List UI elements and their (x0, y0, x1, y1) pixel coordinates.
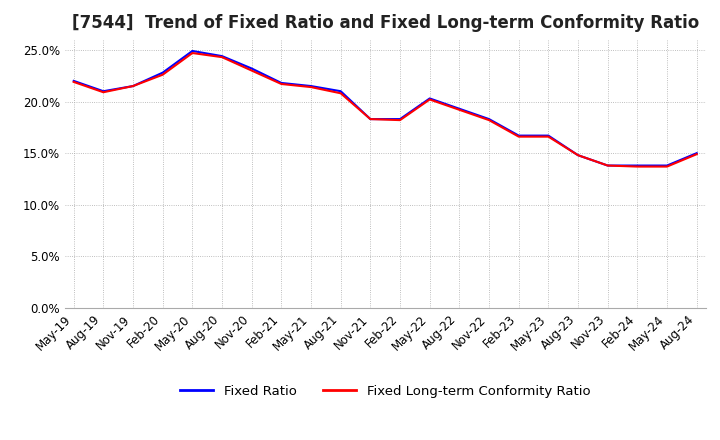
Fixed Long-term Conformity Ratio (693, 151, 701, 157)
Fixed Long-term Conformity Ratio (129, 84, 138, 89)
Fixed Ratio (662, 163, 671, 168)
Fixed Long-term Conformity Ratio (336, 91, 345, 96)
Fixed Long-term Conformity Ratio (603, 163, 612, 168)
Fixed Long-term Conformity Ratio (307, 84, 315, 90)
Fixed Ratio (603, 163, 612, 168)
Fixed Long-term Conformity Ratio (158, 72, 167, 77)
Fixed Ratio (366, 117, 374, 122)
Fixed Ratio (633, 163, 642, 168)
Line: Fixed Ratio: Fixed Ratio (73, 51, 697, 165)
Fixed Ratio (485, 117, 493, 122)
Fixed Ratio (69, 78, 78, 84)
Fixed Long-term Conformity Ratio (485, 117, 493, 123)
Fixed Ratio (574, 153, 582, 158)
Fixed Ratio (455, 106, 464, 111)
Fixed Ratio (514, 133, 523, 138)
Line: Fixed Long-term Conformity Ratio: Fixed Long-term Conformity Ratio (73, 53, 697, 167)
Legend: Fixed Ratio, Fixed Long-term Conformity Ratio: Fixed Ratio, Fixed Long-term Conformity … (175, 380, 595, 403)
Fixed Ratio (693, 150, 701, 156)
Fixed Long-term Conformity Ratio (426, 97, 434, 102)
Fixed Long-term Conformity Ratio (277, 81, 286, 87)
Fixed Ratio (188, 48, 197, 54)
Fixed Ratio (396, 117, 405, 122)
Fixed Long-term Conformity Ratio (99, 90, 108, 95)
Fixed Ratio (336, 88, 345, 94)
Fixed Long-term Conformity Ratio (217, 55, 226, 60)
Fixed Ratio (158, 70, 167, 75)
Fixed Ratio (426, 96, 434, 101)
Fixed Long-term Conformity Ratio (248, 68, 256, 73)
Title: [7544]  Trend of Fixed Ratio and Fixed Long-term Conformity Ratio: [7544] Trend of Fixed Ratio and Fixed Lo… (71, 15, 699, 33)
Fixed Ratio (217, 54, 226, 59)
Fixed Ratio (129, 84, 138, 89)
Fixed Long-term Conformity Ratio (455, 107, 464, 113)
Fixed Ratio (307, 84, 315, 89)
Fixed Long-term Conformity Ratio (662, 164, 671, 169)
Fixed Ratio (99, 88, 108, 94)
Fixed Long-term Conformity Ratio (633, 164, 642, 169)
Fixed Long-term Conformity Ratio (366, 117, 374, 122)
Fixed Long-term Conformity Ratio (514, 134, 523, 139)
Fixed Long-term Conformity Ratio (544, 134, 553, 139)
Fixed Long-term Conformity Ratio (396, 117, 405, 123)
Fixed Long-term Conformity Ratio (574, 153, 582, 158)
Fixed Ratio (248, 66, 256, 71)
Fixed Long-term Conformity Ratio (188, 50, 197, 55)
Fixed Ratio (277, 81, 286, 86)
Fixed Long-term Conformity Ratio (69, 79, 78, 84)
Fixed Ratio (544, 133, 553, 138)
